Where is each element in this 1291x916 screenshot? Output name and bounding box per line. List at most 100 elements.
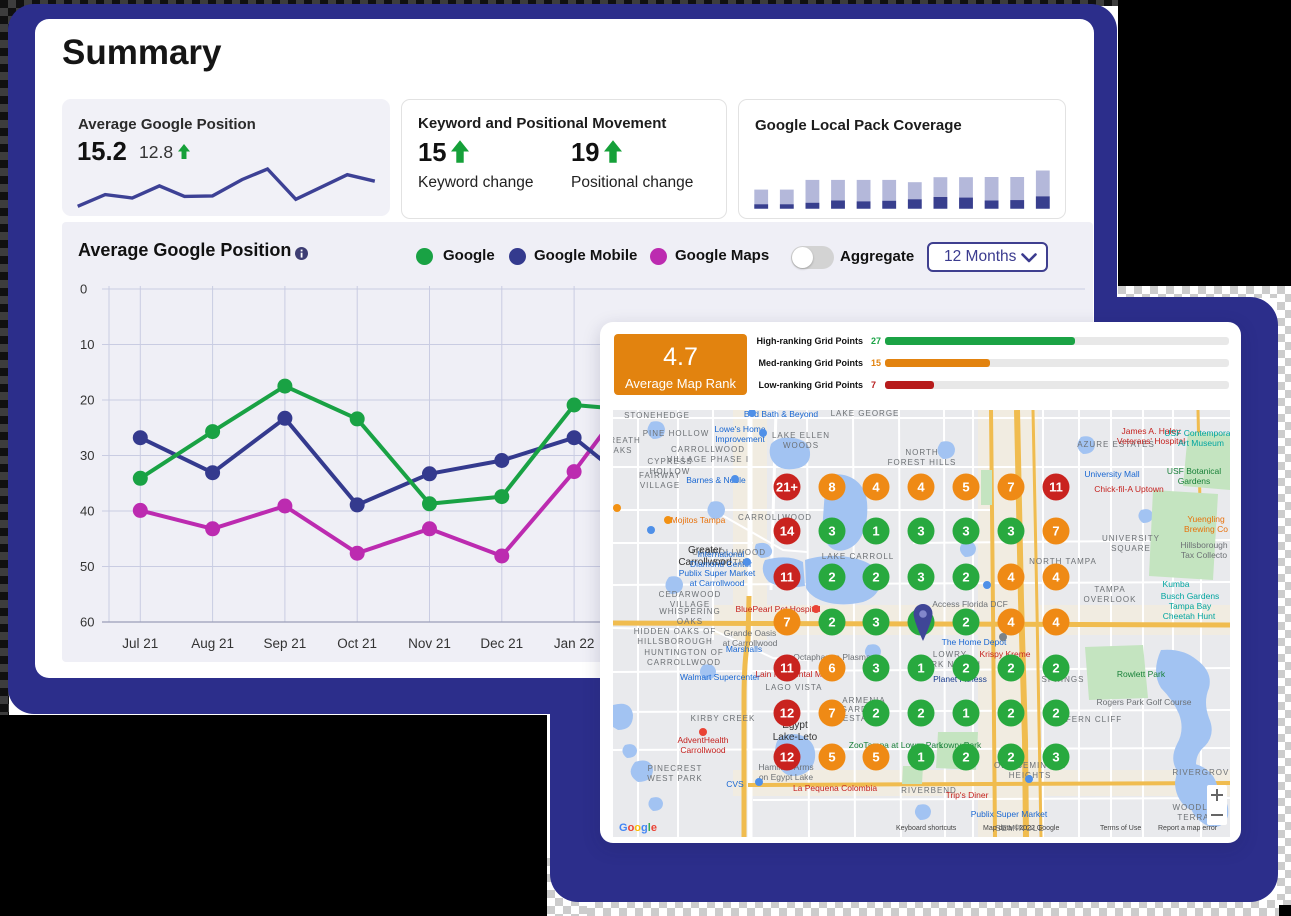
svg-text:USF Contemporary: USF Contemporary	[1164, 428, 1230, 438]
svg-text:Jul 21: Jul 21	[122, 636, 158, 651]
svg-text:3: 3	[917, 570, 924, 585]
svg-text:Keyboard shortcuts: Keyboard shortcuts	[896, 825, 957, 832]
svg-text:Report a map error: Report a map error	[1158, 825, 1218, 832]
svg-text:3: 3	[962, 524, 969, 539]
svg-text:Greater: Greater	[688, 545, 723, 556]
svg-text:Walmart Supercenter: Walmart Supercenter	[680, 672, 760, 682]
svg-text:3: 3	[872, 615, 879, 630]
svg-text:HIDDEN OAKS OF: HIDDEN OAKS OF	[634, 627, 716, 636]
svg-text:14: 14	[780, 524, 795, 539]
svg-text:60: 60	[80, 615, 94, 630]
svg-text:LAKE ELLEN: LAKE ELLEN	[772, 431, 830, 440]
svg-text:Brewing Co: Brewing Co	[1184, 524, 1228, 534]
svg-text:1: 1	[917, 750, 924, 765]
svg-text:2: 2	[828, 570, 835, 585]
svg-text:HUNTINGTON OF: HUNTINGTON OF	[644, 648, 724, 657]
svg-text:Marshalls: Marshalls	[726, 644, 762, 654]
svg-text:7: 7	[1007, 480, 1014, 495]
svg-text:Improvement: Improvement	[715, 434, 765, 444]
svg-text:2: 2	[1052, 661, 1059, 676]
svg-text:VILLAGE: VILLAGE	[670, 600, 710, 609]
svg-text:Krispy Kreme: Krispy Kreme	[979, 649, 1030, 659]
svg-text:1: 1	[962, 706, 969, 721]
svg-text:4: 4	[1052, 615, 1060, 630]
svg-text:WHISPERING: WHISPERING	[659, 607, 721, 616]
svg-text:University Mall: University Mall	[1084, 469, 1139, 479]
svg-text:2: 2	[1007, 706, 1014, 721]
svg-text:CARROLLWOOD: CARROLLWOOD	[738, 513, 812, 522]
svg-text:20: 20	[80, 393, 94, 408]
svg-text:3: 3	[872, 661, 879, 676]
svg-text:LAGO VISTA: LAGO VISTA	[766, 683, 823, 692]
svg-text:Yuengling: Yuengling	[1187, 514, 1225, 524]
svg-text:12: 12	[780, 750, 794, 765]
svg-text:40: 40	[80, 504, 94, 519]
svg-text:4: 4	[1052, 570, 1060, 585]
svg-text:La Pequena Colombia: La Pequena Colombia	[793, 783, 877, 793]
svg-text:FOREST HILLS: FOREST HILLS	[888, 458, 957, 467]
svg-text:5: 5	[962, 480, 969, 495]
svg-text:CYPRESS: CYPRESS	[647, 457, 692, 466]
svg-text:ZooTampa at Lowry Park: ZooTampa at Lowry Park	[849, 740, 944, 750]
svg-text:Nov 21: Nov 21	[408, 636, 451, 651]
svg-text:2: 2	[1007, 661, 1014, 676]
svg-text:2: 2	[1052, 706, 1059, 721]
svg-text:Gardens: Gardens	[1178, 476, 1211, 486]
svg-text:RIVERGROVE: RIVERGROVE	[1172, 768, 1230, 777]
svg-text:2: 2	[962, 615, 969, 630]
svg-text:4: 4	[917, 480, 925, 495]
svg-text:3: 3	[828, 524, 835, 539]
svg-text:2: 2	[828, 615, 835, 630]
svg-text:PINECREST: PINECREST	[648, 764, 703, 773]
svg-text:Art Museum: Art Museum	[1178, 438, 1224, 448]
svg-text:Dec 21: Dec 21	[480, 636, 523, 651]
svg-text:Publix Super Market: Publix Super Market	[679, 568, 756, 578]
svg-text:0: 0	[80, 282, 87, 297]
svg-text:WOODS: WOODS	[783, 441, 819, 450]
svg-text:7: 7	[783, 615, 790, 630]
svg-text:LAKE CARROLL: LAKE CARROLL	[822, 552, 894, 561]
svg-text:CARROLLWOOD: CARROLLWOOD	[647, 658, 721, 667]
svg-text:at Carrollwood: at Carrollwood	[690, 578, 745, 588]
svg-text:SOUTH: SOUTH	[713, 558, 746, 567]
svg-text:at Carrollwood: at Carrollwood	[723, 638, 778, 648]
svg-text:HILLSBOROUGH: HILLSBOROUGH	[637, 637, 713, 646]
svg-text:30: 30	[80, 448, 94, 463]
svg-text:PARK NORTH: PARK NORTH	[919, 660, 981, 669]
svg-text:Carrollwood: Carrollwood	[680, 745, 726, 755]
svg-text:10: 10	[80, 337, 94, 352]
svg-text:The Home Depot: The Home Depot	[942, 637, 1007, 647]
svg-text:SEMINOLE: SEMINOLE	[995, 824, 1044, 833]
svg-text:5: 5	[828, 750, 835, 765]
svg-text:6: 6	[828, 661, 835, 676]
svg-text:RIVERBEND: RIVERBEND	[901, 786, 957, 795]
svg-text:Veterans' Hospital: Veterans' Hospital	[1117, 436, 1185, 446]
svg-text:8: 8	[828, 480, 835, 495]
svg-text:5: 5	[872, 750, 879, 765]
svg-text:3: 3	[1052, 750, 1059, 765]
svg-text:Busch Gardens: Busch Gardens	[1161, 591, 1220, 601]
svg-text:4: 4	[1007, 615, 1015, 630]
svg-text:Chick-fil-A Uptown: Chick-fil-A Uptown	[1094, 484, 1164, 494]
svg-text:Terms of Use: Terms of Use	[1100, 825, 1141, 832]
svg-text:OLD SEMINOLE: OLD SEMINOLE	[994, 761, 1066, 770]
svg-text:11: 11	[1049, 480, 1063, 495]
svg-text:2: 2	[962, 750, 969, 765]
svg-text:LOWRY: LOWRY	[933, 650, 967, 659]
svg-text:TAMPA: TAMPA	[1094, 585, 1125, 594]
svg-text:21+: 21+	[776, 480, 798, 495]
svg-text:50: 50	[80, 559, 94, 574]
svg-text:Oct 21: Oct 21	[337, 636, 377, 651]
svg-text:Bed Bath & Beyond: Bed Bath & Beyond	[744, 410, 818, 419]
svg-text:REATH: REATH	[613, 436, 641, 445]
svg-text:PINE HOLLOW: PINE HOLLOW	[643, 429, 710, 438]
svg-text:AZURE ESTATES: AZURE ESTATES	[1077, 440, 1155, 449]
svg-text:Sep 21: Sep 21	[264, 636, 307, 651]
svg-text:OAKS: OAKS	[677, 617, 703, 626]
svg-text:Diamond Center: Diamond Center	[690, 559, 752, 569]
svg-text:on Egypt Lake: on Egypt Lake	[759, 772, 814, 782]
svg-text:Cheetah Hunt: Cheetah Hunt	[1163, 611, 1216, 621]
svg-text:CARROLLWOOD: CARROLLWOOD	[692, 548, 766, 557]
svg-text:James A. Haley: James A. Haley	[1121, 426, 1181, 436]
svg-text:International: International	[698, 549, 745, 559]
